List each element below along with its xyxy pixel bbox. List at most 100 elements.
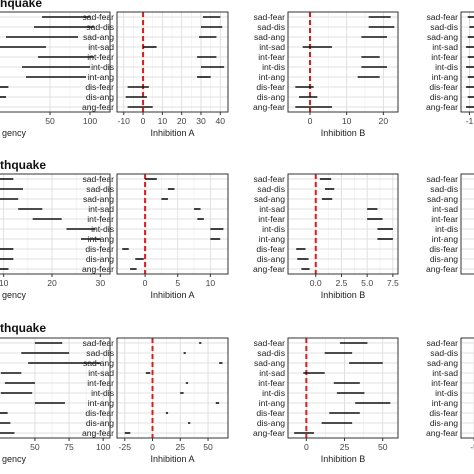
panel-frame-r2c2	[116, 173, 229, 275]
x-axis-label-r3c3: Inhibition B	[321, 454, 366, 464]
category-label-sad-dis: sad-dis	[430, 184, 458, 194]
tick-label-r2c2: 10	[206, 278, 216, 288]
tick-label-r2c1: 30	[96, 278, 106, 288]
tick-label-r1c1: 50	[45, 116, 55, 126]
panel-frame-r1c2	[116, 11, 229, 113]
category-label-int-fear: int-fear	[87, 52, 114, 62]
category-label-dis-fear: dis-fear	[256, 82, 285, 92]
category-label-sad-dis: sad-dis	[86, 348, 114, 358]
category-label-int-sad: int-sad	[88, 204, 114, 214]
category-label-ang-fear: ang-fear	[253, 428, 285, 438]
panel-bg-r1c3	[288, 12, 398, 112]
x-axis-label-r3c2: Inhibition A	[150, 454, 194, 464]
panel-frame-r3c2	[116, 337, 229, 439]
category-label-ang-fear: ang-fear	[426, 102, 458, 112]
category-label-int-fear: int-fear	[258, 52, 285, 62]
category-label-dis-ang: dis-ang	[257, 92, 285, 102]
tick-label-r1c3: 10	[342, 116, 352, 126]
category-label-ang-fear: ang-fear	[82, 102, 114, 112]
category-label-int-ang: int-ang	[88, 398, 114, 408]
category-label-dis-ang: dis-ang	[86, 418, 114, 428]
category-label-dis-fear: dis-fear	[256, 244, 285, 254]
x-axis-label-r2c1: gency	[2, 290, 27, 300]
tick-label-r2c2: 0	[143, 278, 148, 288]
category-label-sad-ang: sad-ang	[83, 358, 114, 368]
category-label-dis-ang: dis-ang	[257, 254, 285, 264]
category-label-sad-fear: sad-fear	[253, 338, 285, 348]
panel-frame-r2c4	[460, 173, 474, 275]
panel-bg-r2c1	[0, 174, 110, 274]
category-label-int-fear: int-fear	[87, 378, 114, 388]
category-label-sad-dis: sad-dis	[86, 22, 114, 32]
tick-label-r3c3: 25	[340, 442, 350, 452]
category-label-ang-fear: ang-fear	[426, 264, 458, 274]
category-label-sad-fear: sad-fear	[426, 338, 458, 348]
tick-label-r3c3: 50	[378, 442, 388, 452]
tick-label-r2c1: 10	[0, 278, 9, 288]
panel-frame-r3c4	[460, 337, 474, 439]
tick-label-r1c2: 30	[196, 116, 206, 126]
tick-label-r3c3: 0	[304, 442, 309, 452]
tick-label-r1c3: 20	[379, 116, 389, 126]
category-label-dis-ang: dis-ang	[430, 254, 458, 264]
panel-frame-r1c3	[287, 11, 399, 113]
category-label-sad-dis: sad-dis	[430, 348, 458, 358]
category-label-int-ang: int-ang	[259, 72, 285, 82]
category-label-dis-fear: dis-fear	[429, 244, 458, 254]
category-label-int-sad: int-sad	[432, 204, 458, 214]
category-label-int-sad: int-sad	[88, 42, 114, 52]
tick-label-r2c1: 20	[47, 278, 57, 288]
panel-frame-r1c4	[460, 11, 474, 113]
category-label-int-fear: int-fear	[431, 52, 458, 62]
panel-frame-r2c3	[287, 173, 399, 275]
tick-label-r3c2: 0	[150, 442, 155, 452]
category-label-sad-fear: sad-fear	[426, 174, 458, 184]
x-axis-label-r1c2: Inhibition A	[150, 128, 194, 138]
tick-label-r1c2: 40	[215, 116, 225, 126]
panel-bg-r3c2	[117, 338, 228, 438]
tick-label-r3c1: 50	[30, 442, 40, 452]
row-2-title: thquake	[0, 158, 47, 172]
category-label-int-ang: int-ang	[432, 234, 458, 244]
tick-label-r2c3: 0.0	[310, 278, 322, 288]
category-label-dis-fear: dis-fear	[85, 82, 114, 92]
panel-frame-r1c1	[0, 11, 111, 113]
category-label-int-dis: int-dis	[262, 62, 285, 72]
category-label-dis-ang: dis-ang	[430, 92, 458, 102]
row-3-title: thquake	[0, 321, 47, 335]
category-label-sad-fear: sad-fear	[82, 338, 114, 348]
panel-bg-r2c2	[117, 174, 228, 274]
category-label-sad-ang: sad-ang	[254, 32, 285, 42]
x-axis-label-r1c3: Inhibition B	[321, 128, 366, 138]
panel-frame-r3c3	[287, 337, 399, 439]
category-label-sad-ang: sad-ang	[254, 358, 285, 368]
category-label-sad-ang: sad-ang	[427, 358, 458, 368]
tick-label-r1c3: 0	[308, 116, 313, 126]
category-label-int-ang: int-ang	[88, 234, 114, 244]
category-label-int-sad: int-sad	[432, 42, 458, 52]
category-label-int-ang: int-ang	[259, 398, 285, 408]
panel-bg-r3c1	[0, 338, 110, 438]
tick-label-r3c4: -5	[470, 442, 474, 452]
tick-label-r3c2: 50	[203, 442, 213, 452]
category-label-dis-fear: dis-fear	[85, 244, 114, 254]
category-label-int-fear: int-fear	[431, 378, 458, 388]
category-label-ang-fear: ang-fear	[426, 428, 458, 438]
category-label-int-fear: int-fear	[87, 214, 114, 224]
tick-label-r2c3: 2.5	[335, 278, 347, 288]
category-label-dis-ang: dis-ang	[257, 418, 285, 428]
category-label-int-dis: int-dis	[91, 224, 114, 234]
tick-label-r3c1: 75	[64, 442, 74, 452]
category-label-sad-ang: sad-ang	[427, 194, 458, 204]
category-label-int-dis: int-dis	[91, 62, 114, 72]
panel-bg-r1c2	[117, 12, 228, 112]
category-label-ang-fear: ang-fear	[82, 264, 114, 274]
category-label-sad-fear: sad-fear	[426, 12, 458, 22]
tick-label-r1c4: -1	[466, 116, 474, 126]
category-label-dis-ang: dis-ang	[86, 254, 114, 264]
category-label-int-sad: int-sad	[259, 368, 285, 378]
tick-label-r1c2: 20	[177, 116, 187, 126]
category-label-ang-fear: ang-fear	[82, 428, 114, 438]
panel-bg-r2c3	[288, 174, 398, 274]
